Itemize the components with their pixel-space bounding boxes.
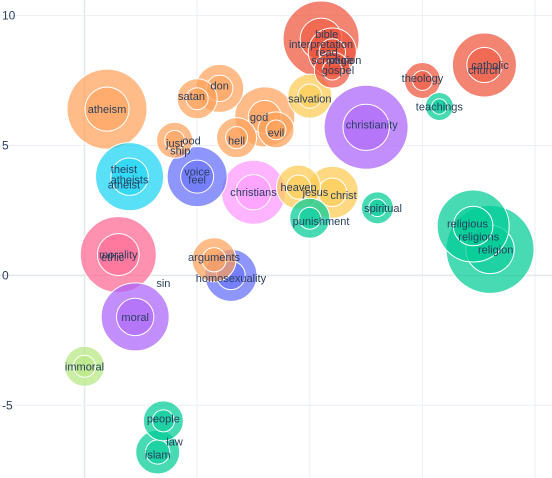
- word-label: gospel: [322, 65, 354, 77]
- word-label: hell: [228, 135, 245, 147]
- data-point-inner: [285, 174, 312, 200]
- word-label: scripture: [311, 55, 353, 67]
- word-label: theology: [402, 73, 444, 85]
- data-point-inner: [84, 86, 130, 132]
- word-label: church: [468, 65, 501, 77]
- data-point-inner: [201, 247, 227, 273]
- data-point-inner: [265, 119, 287, 141]
- word-label: religion: [478, 244, 513, 256]
- word-label: satan: [178, 91, 205, 103]
- data-point-inner: [342, 103, 390, 151]
- word-label: christ: [330, 190, 356, 202]
- word-label: read: [316, 47, 338, 59]
- data-point-inner: [466, 46, 503, 84]
- word-label: law: [166, 437, 183, 449]
- word-label: atheism: [88, 104, 127, 116]
- data-point-inner: [164, 129, 186, 151]
- data-point-inner: [115, 297, 155, 337]
- word-label: voice: [184, 166, 210, 178]
- data-point-inner: [72, 354, 96, 378]
- word-label: ood: [182, 135, 200, 147]
- data-point-inner: [151, 409, 175, 433]
- data-point-inner: [180, 159, 215, 194]
- word-label: immoral: [65, 361, 104, 373]
- word-label: teachings: [416, 102, 464, 114]
- y-tick-label: 5: [2, 138, 9, 152]
- word-label: salvation: [288, 94, 331, 106]
- word-label: arguments: [188, 252, 240, 264]
- data-point-inner: [431, 98, 448, 115]
- word-label: catholic: [471, 60, 509, 72]
- word-label: morality: [99, 250, 138, 262]
- bubble-layer: [63, 0, 535, 475]
- y-tick-label: -5: [2, 398, 13, 412]
- word-label: jesus: [302, 187, 329, 199]
- word-label: interpretation: [289, 39, 353, 51]
- data-point-inner: [225, 126, 249, 150]
- word-label: theist: [111, 164, 137, 176]
- data-point-inner: [321, 59, 343, 81]
- label-layer: atheism satan don god just ood hell ship evil sal…: [65, 29, 513, 462]
- data-point-inner: [298, 206, 322, 230]
- word-label: christianity: [346, 120, 398, 132]
- data-point-inner: [368, 198, 387, 218]
- word-label: islam: [145, 450, 171, 462]
- word-label: spiritual: [364, 203, 402, 215]
- data-point-inner: [235, 174, 272, 211]
- tick-layer: 10 5 0 -5: [2, 9, 16, 413]
- word-label: homosexuality: [196, 273, 267, 285]
- word-label: ethic: [101, 252, 125, 264]
- word-label: sin: [156, 278, 170, 290]
- word-label: god: [250, 112, 268, 124]
- word-label: atheists: [111, 174, 149, 186]
- word-label: don: [210, 81, 228, 93]
- data-point-inner: [412, 70, 433, 91]
- word-label: just: [165, 138, 183, 150]
- word-label: bible: [315, 29, 338, 41]
- word-label: people: [147, 413, 180, 425]
- word-label: ship: [170, 146, 190, 158]
- word-label: christians: [230, 187, 277, 199]
- data-point-inner: [297, 83, 323, 109]
- word-label: feel: [188, 174, 206, 186]
- data-point-inner: [185, 87, 209, 111]
- word-label: religious: [447, 218, 488, 230]
- y-tick-label: 10: [2, 9, 16, 23]
- data-point-inner: [110, 157, 149, 196]
- word-label: religion: [326, 55, 361, 67]
- word-label: moral: [121, 312, 149, 324]
- word-label: heaven: [280, 182, 316, 194]
- data-point-inner: [452, 205, 494, 247]
- y-tick-label: 0: [2, 268, 9, 282]
- word-label: evil: [268, 127, 285, 139]
- data-point-inner: [96, 233, 140, 276]
- word-label: religions: [458, 231, 499, 243]
- word-label: atheist: [108, 179, 140, 191]
- word-label: punishment: [293, 216, 350, 228]
